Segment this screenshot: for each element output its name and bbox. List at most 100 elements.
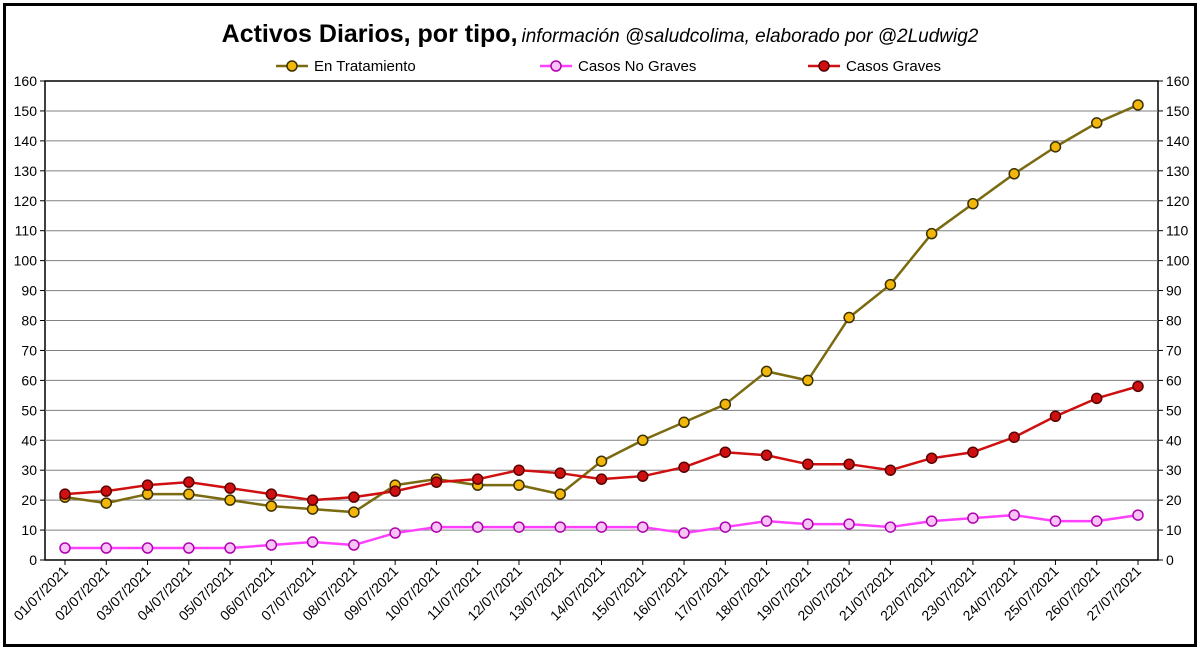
data-point	[1090, 392, 1103, 405]
chart-title-row: Activos Diarios, por tipo, información @…	[6, 20, 1194, 49]
y-tick-label-right: 70	[1166, 342, 1182, 358]
data-point	[430, 476, 443, 488]
y-tick-label-left: 140	[14, 133, 38, 149]
legend-marker	[818, 60, 830, 72]
data-point	[224, 542, 236, 554]
data-point	[59, 488, 71, 500]
data-point	[802, 458, 814, 470]
y-tick-label-right: 30	[1166, 462, 1182, 478]
y-tick-label-left: 110	[15, 223, 38, 239]
chart-title: Activos Diarios, por tipo,	[221, 20, 518, 48]
y-tick-label-left: 20	[21, 492, 37, 508]
data-point	[843, 518, 855, 530]
data-point	[554, 467, 566, 479]
data-point	[843, 311, 855, 324]
data-point	[925, 515, 938, 527]
data-point	[1049, 410, 1062, 423]
data-point	[265, 488, 278, 500]
y-tick-label-left: 10	[21, 522, 37, 538]
data-point	[967, 197, 979, 210]
legend-item: En Tratamiento	[276, 58, 416, 75]
data-point	[884, 521, 897, 533]
data-point	[265, 500, 278, 512]
data-point	[802, 374, 814, 387]
data-point	[719, 446, 732, 458]
data-point	[678, 416, 690, 429]
data-point	[925, 452, 938, 464]
legend-item: Casos Graves	[808, 58, 941, 75]
data-point	[389, 527, 401, 539]
data-point	[224, 494, 236, 506]
data-point	[760, 365, 773, 378]
y-tick-label-right: 100	[1166, 253, 1190, 269]
data-point	[967, 446, 979, 458]
y-tick-label-left: 40	[21, 432, 37, 448]
data-point	[884, 464, 897, 476]
data-point	[595, 473, 608, 485]
data-point	[802, 518, 814, 530]
data-point	[141, 479, 154, 491]
data-point	[348, 506, 360, 518]
y-tick-label-right: 90	[1166, 283, 1182, 299]
y-tick-label-right: 50	[1166, 402, 1182, 418]
data-point	[430, 521, 443, 533]
data-point	[306, 494, 319, 506]
y-tick-label-right: 130	[1166, 163, 1190, 179]
data-point	[760, 515, 773, 527]
data-point	[306, 536, 319, 548]
y-tick-label-right: 80	[1166, 313, 1182, 329]
y-tick-label-right: 60	[1166, 372, 1182, 388]
data-point	[719, 398, 732, 411]
data-point	[100, 497, 113, 509]
data-point	[554, 521, 566, 533]
chart-subtitle: información @saludcolima, elaborado por …	[521, 26, 979, 47]
y-tick-label-right: 160	[1166, 73, 1190, 89]
data-point	[678, 461, 690, 473]
series-group	[59, 99, 1144, 518]
y-tick-label-left: 0	[29, 552, 37, 568]
data-point	[1008, 509, 1020, 521]
data-point	[1049, 141, 1062, 153]
data-point	[513, 479, 525, 491]
data-point	[637, 470, 649, 482]
data-point	[1132, 509, 1144, 521]
y-tick-label-left: 100	[14, 253, 38, 269]
series-group	[59, 509, 1144, 554]
y-tick-label-left: 90	[21, 283, 37, 299]
data-point	[141, 542, 154, 554]
data-point	[760, 449, 773, 461]
y-tick-label-right: 40	[1166, 432, 1182, 448]
legend-marker	[286, 60, 298, 72]
legend-label: Casos No Graves	[578, 58, 696, 75]
y-tick-label-left: 130	[14, 163, 38, 179]
data-point	[265, 539, 278, 551]
data-point	[925, 227, 938, 240]
data-point	[1008, 431, 1020, 444]
legend-marker	[550, 60, 562, 72]
data-point	[100, 542, 113, 554]
data-point	[678, 527, 690, 539]
y-tick-label-right: 20	[1166, 492, 1182, 508]
data-point	[348, 539, 360, 551]
y-tick-label-left: 70	[21, 342, 37, 358]
y-tick-label-right: 150	[1166, 103, 1190, 119]
data-point	[884, 278, 897, 291]
y-tick-label-left: 80	[21, 313, 37, 329]
data-point	[513, 464, 525, 476]
y-tick-label-right: 10	[1166, 522, 1182, 538]
legend-item: Casos No Graves	[540, 58, 696, 75]
legend-label: Casos Graves	[846, 58, 941, 75]
data-point	[1090, 117, 1103, 129]
data-point	[183, 488, 195, 500]
data-point	[1132, 380, 1144, 393]
y-tick-label-left: 30	[21, 462, 37, 478]
data-point	[513, 521, 525, 533]
data-point	[389, 485, 401, 497]
y-tick-label-right: 120	[1166, 193, 1190, 209]
data-point	[183, 542, 195, 554]
y-tick-label-left: 50	[21, 402, 37, 418]
data-point	[637, 521, 649, 533]
data-point	[471, 473, 484, 485]
y-tick-label-left: 60	[21, 372, 37, 388]
